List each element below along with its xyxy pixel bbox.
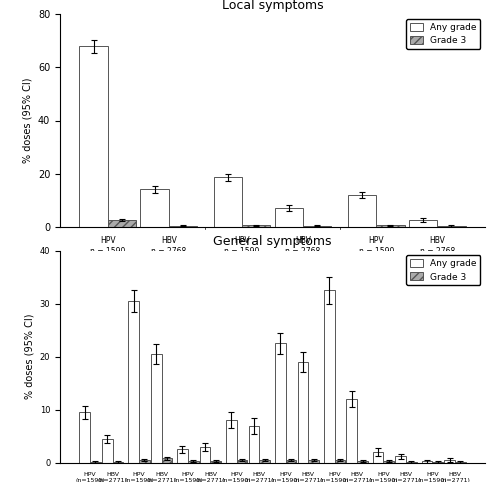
Bar [200,447,210,463]
Bar [303,226,332,227]
Bar [308,460,319,463]
Bar [384,461,394,463]
Bar [286,460,296,463]
Bar [274,208,303,227]
Bar [275,343,285,463]
Bar [112,462,124,463]
Bar [455,462,466,463]
Bar [408,220,437,227]
Bar [90,462,101,463]
Title: General symptoms: General symptoms [213,235,332,248]
Legend: Any grade, Grade 3: Any grade, Grade 3 [406,19,480,49]
Bar [128,301,139,463]
Bar [140,189,169,227]
Bar [437,226,466,227]
Title: Local symptoms: Local symptoms [222,0,324,12]
Bar [151,354,162,463]
Bar [376,225,404,227]
Bar [169,226,198,227]
Text: Redness: Redness [252,264,293,274]
Bar [357,461,368,463]
Bar [188,461,198,463]
Bar [444,460,455,463]
Bar [236,460,248,463]
Bar [80,413,90,463]
Bar [80,46,108,227]
Bar [226,420,236,463]
Bar [298,362,308,463]
Bar [260,460,270,463]
Bar [432,462,443,463]
Bar [396,456,406,463]
Bar [108,220,136,227]
Bar [242,226,270,227]
Bar [422,461,432,463]
Bar [162,458,172,463]
Bar [373,452,384,463]
Bar [324,290,334,463]
Bar [177,449,188,463]
Bar [214,177,242,227]
Bar [210,461,221,463]
Y-axis label: % doses (95% CI): % doses (95% CI) [24,314,34,400]
Text: Pain: Pain [128,264,148,274]
Bar [348,195,376,227]
Bar [248,426,260,463]
Bar [139,460,149,463]
Bar [346,399,357,463]
Y-axis label: % doses (95% CI): % doses (95% CI) [22,78,32,163]
Bar [102,439,113,463]
Bar [334,460,345,463]
Bar [406,462,417,463]
Text: Swelling: Swelling [386,264,427,274]
Legend: Any grade, Grade 3: Any grade, Grade 3 [406,255,480,285]
